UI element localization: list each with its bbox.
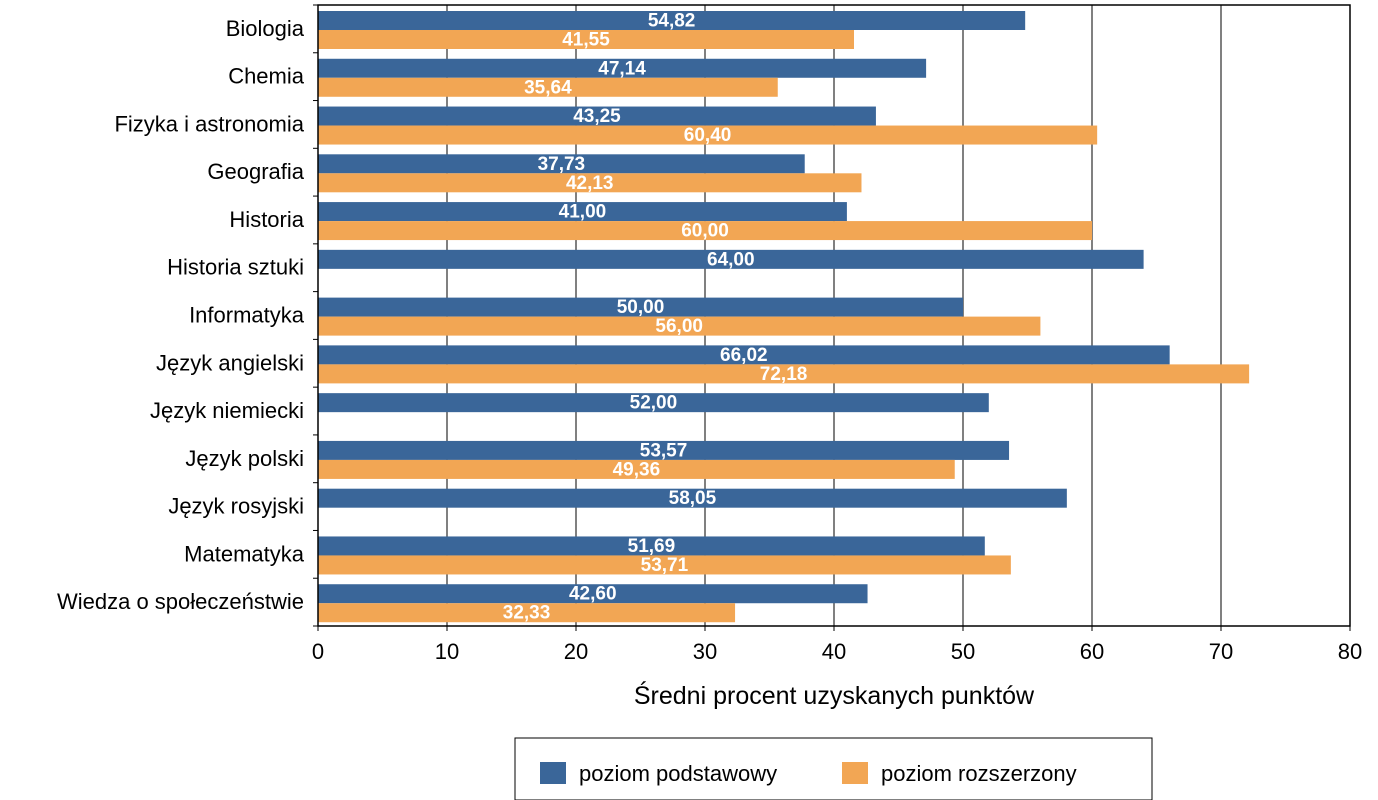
data-label-podstawowy-6: 50,00 bbox=[617, 297, 665, 318]
data-label-podstawowy-5: 64,00 bbox=[707, 249, 755, 270]
category-label-6: Informatyka bbox=[189, 303, 305, 328]
category-label-2: Fizyka i astronomia bbox=[114, 111, 304, 136]
data-label-rozszerzony-7: 72,18 bbox=[760, 364, 808, 385]
bar-podstawowy-9 bbox=[318, 440, 1010, 460]
bar-podstawowy-4 bbox=[318, 202, 847, 222]
legend-label-rozszerzony: poziom rozszerzony bbox=[881, 761, 1077, 786]
data-label-rozszerzony-12: 32,33 bbox=[503, 603, 551, 624]
category-label-9: Język polski bbox=[185, 446, 304, 471]
x-tick-label-50: 50 bbox=[951, 639, 975, 664]
data-label-podstawowy-10: 58,05 bbox=[669, 488, 717, 509]
bar-podstawowy-8 bbox=[318, 393, 989, 413]
data-label-podstawowy-8: 52,00 bbox=[630, 393, 678, 414]
bar-podstawowy-10 bbox=[318, 488, 1067, 508]
x-tick-label-30: 30 bbox=[693, 639, 717, 664]
bar-podstawowy-3 bbox=[318, 154, 805, 174]
data-label-podstawowy-2: 43,25 bbox=[573, 106, 621, 127]
bar-rozszerzony-1 bbox=[318, 77, 778, 97]
legend-box bbox=[514, 737, 1153, 800]
data-label-podstawowy-12: 42,60 bbox=[569, 584, 617, 605]
bar-podstawowy-11 bbox=[318, 536, 985, 556]
bar-podstawowy-2 bbox=[318, 106, 876, 126]
bar-rozszerzony-2 bbox=[318, 125, 1098, 145]
bar-podstawowy-6 bbox=[318, 297, 963, 317]
data-label-podstawowy-4: 41,00 bbox=[559, 202, 607, 223]
data-label-podstawowy-9: 53,57 bbox=[640, 440, 688, 461]
data-label-rozszerzony-11: 53,71 bbox=[641, 555, 689, 576]
bar-rozszerzony-12 bbox=[318, 603, 736, 623]
category-label-0: Biologia bbox=[226, 16, 305, 41]
data-label-podstawowy-11: 51,69 bbox=[628, 536, 676, 557]
bar-rozszerzony-0 bbox=[318, 30, 854, 49]
data-label-rozszerzony-4: 60,00 bbox=[681, 221, 729, 242]
legend: poziom podstawowy poziom rozszerzony bbox=[514, 737, 1153, 800]
bar-rozszerzony-4 bbox=[318, 221, 1092, 241]
data-label-rozszerzony-1: 35,64 bbox=[524, 77, 572, 98]
plot-frame bbox=[313, 4, 1351, 631]
bar-rozszerzony-11 bbox=[318, 555, 1011, 575]
data-label-rozszerzony-6: 56,00 bbox=[655, 316, 703, 337]
data-label-podstawowy-0: 54,82 bbox=[648, 11, 696, 32]
category-label-11: Matematyka bbox=[184, 541, 305, 566]
category-label-5: Historia sztuki bbox=[167, 255, 304, 280]
category-label-4: Historia bbox=[229, 207, 304, 232]
category-labels: Biologia Chemia Fizyka i astronomia Geograf… bbox=[57, 16, 305, 614]
category-label-10: Język rosyjski bbox=[168, 494, 304, 519]
bar-rozszerzony-3 bbox=[318, 173, 862, 193]
category-label-12: Wiedza o społeczeństwie bbox=[57, 589, 304, 614]
bar-podstawowy-7 bbox=[318, 345, 1170, 365]
category-label-8: Język niemiecki bbox=[150, 398, 304, 423]
bar-podstawowy-5 bbox=[318, 249, 1144, 269]
x-tick-label-20: 20 bbox=[564, 639, 588, 664]
bar-rozszerzony-9 bbox=[318, 459, 955, 479]
bar-podstawowy-0 bbox=[318, 11, 1026, 30]
x-tick-label-70: 70 bbox=[1209, 639, 1233, 664]
x-tick-label-60: 60 bbox=[1080, 639, 1104, 664]
x-tick-label-80: 80 bbox=[1338, 639, 1362, 664]
legend-swatch-podstawowy bbox=[540, 762, 566, 784]
category-label-7: Język angielski bbox=[156, 350, 304, 375]
x-tick-label-10: 10 bbox=[435, 639, 459, 664]
data-label-podstawowy-1: 47,14 bbox=[598, 58, 646, 79]
data-label-podstawowy-7: 66,02 bbox=[720, 345, 768, 366]
data-label-rozszerzony-3: 42,13 bbox=[566, 173, 614, 194]
legend-label-podstawowy: poziom podstawowy bbox=[579, 761, 777, 786]
data-label-rozszerzony-2: 60,40 bbox=[684, 125, 732, 146]
data-label-rozszerzony-0: 41,55 bbox=[562, 30, 610, 51]
x-tick-label-0: 0 bbox=[312, 639, 324, 664]
x-axis-title: Średni procent uzyskanych punktów bbox=[634, 680, 1035, 710]
category-label-3: Geografia bbox=[207, 159, 304, 184]
bar-rozszerzony-7 bbox=[318, 364, 1250, 384]
x-tick-labels: 0 10 20 30 40 50 60 70 80 bbox=[312, 639, 1362, 664]
bar-rozszerzony-6 bbox=[318, 316, 1041, 336]
category-label-1: Chemia bbox=[228, 64, 305, 89]
x-tick-label-40: 40 bbox=[822, 639, 846, 664]
legend-swatch-rozszerzony bbox=[842, 762, 868, 784]
data-label-podstawowy-3: 37,73 bbox=[538, 154, 586, 175]
bar-podstawowy-12 bbox=[318, 584, 868, 604]
data-label-rozszerzony-9: 49,36 bbox=[613, 459, 661, 480]
bar-podstawowy-1 bbox=[318, 58, 927, 78]
